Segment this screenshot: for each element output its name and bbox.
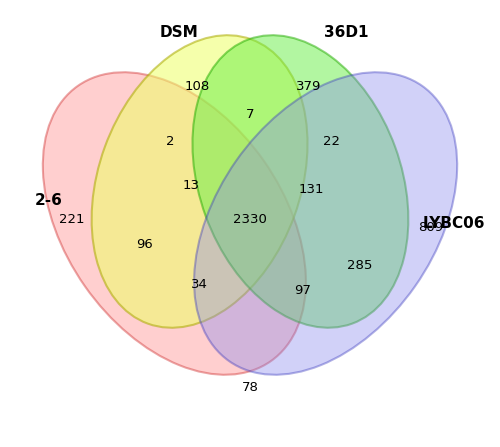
Text: 108: 108 [185,80,210,93]
Text: 285: 285 [346,259,372,272]
Text: 97: 97 [294,284,311,297]
Text: 36D1: 36D1 [324,25,369,40]
Text: 34: 34 [191,278,208,291]
Text: 13: 13 [182,179,200,192]
Ellipse shape [192,35,408,328]
Text: 2: 2 [166,135,174,148]
Text: 2330: 2330 [233,213,267,226]
Text: 221: 221 [58,213,84,226]
Text: LYBC06: LYBC06 [422,216,485,231]
Text: 809: 809 [418,221,443,234]
Ellipse shape [43,72,306,375]
Text: DSM: DSM [159,25,198,40]
Text: 78: 78 [242,381,258,394]
Text: 131: 131 [298,183,324,196]
Text: 22: 22 [324,135,340,148]
Text: 379: 379 [296,80,322,93]
Ellipse shape [194,72,457,375]
Text: 96: 96 [136,238,154,251]
Ellipse shape [92,35,308,328]
Text: 7: 7 [246,108,254,121]
Text: 2-6: 2-6 [34,193,62,208]
